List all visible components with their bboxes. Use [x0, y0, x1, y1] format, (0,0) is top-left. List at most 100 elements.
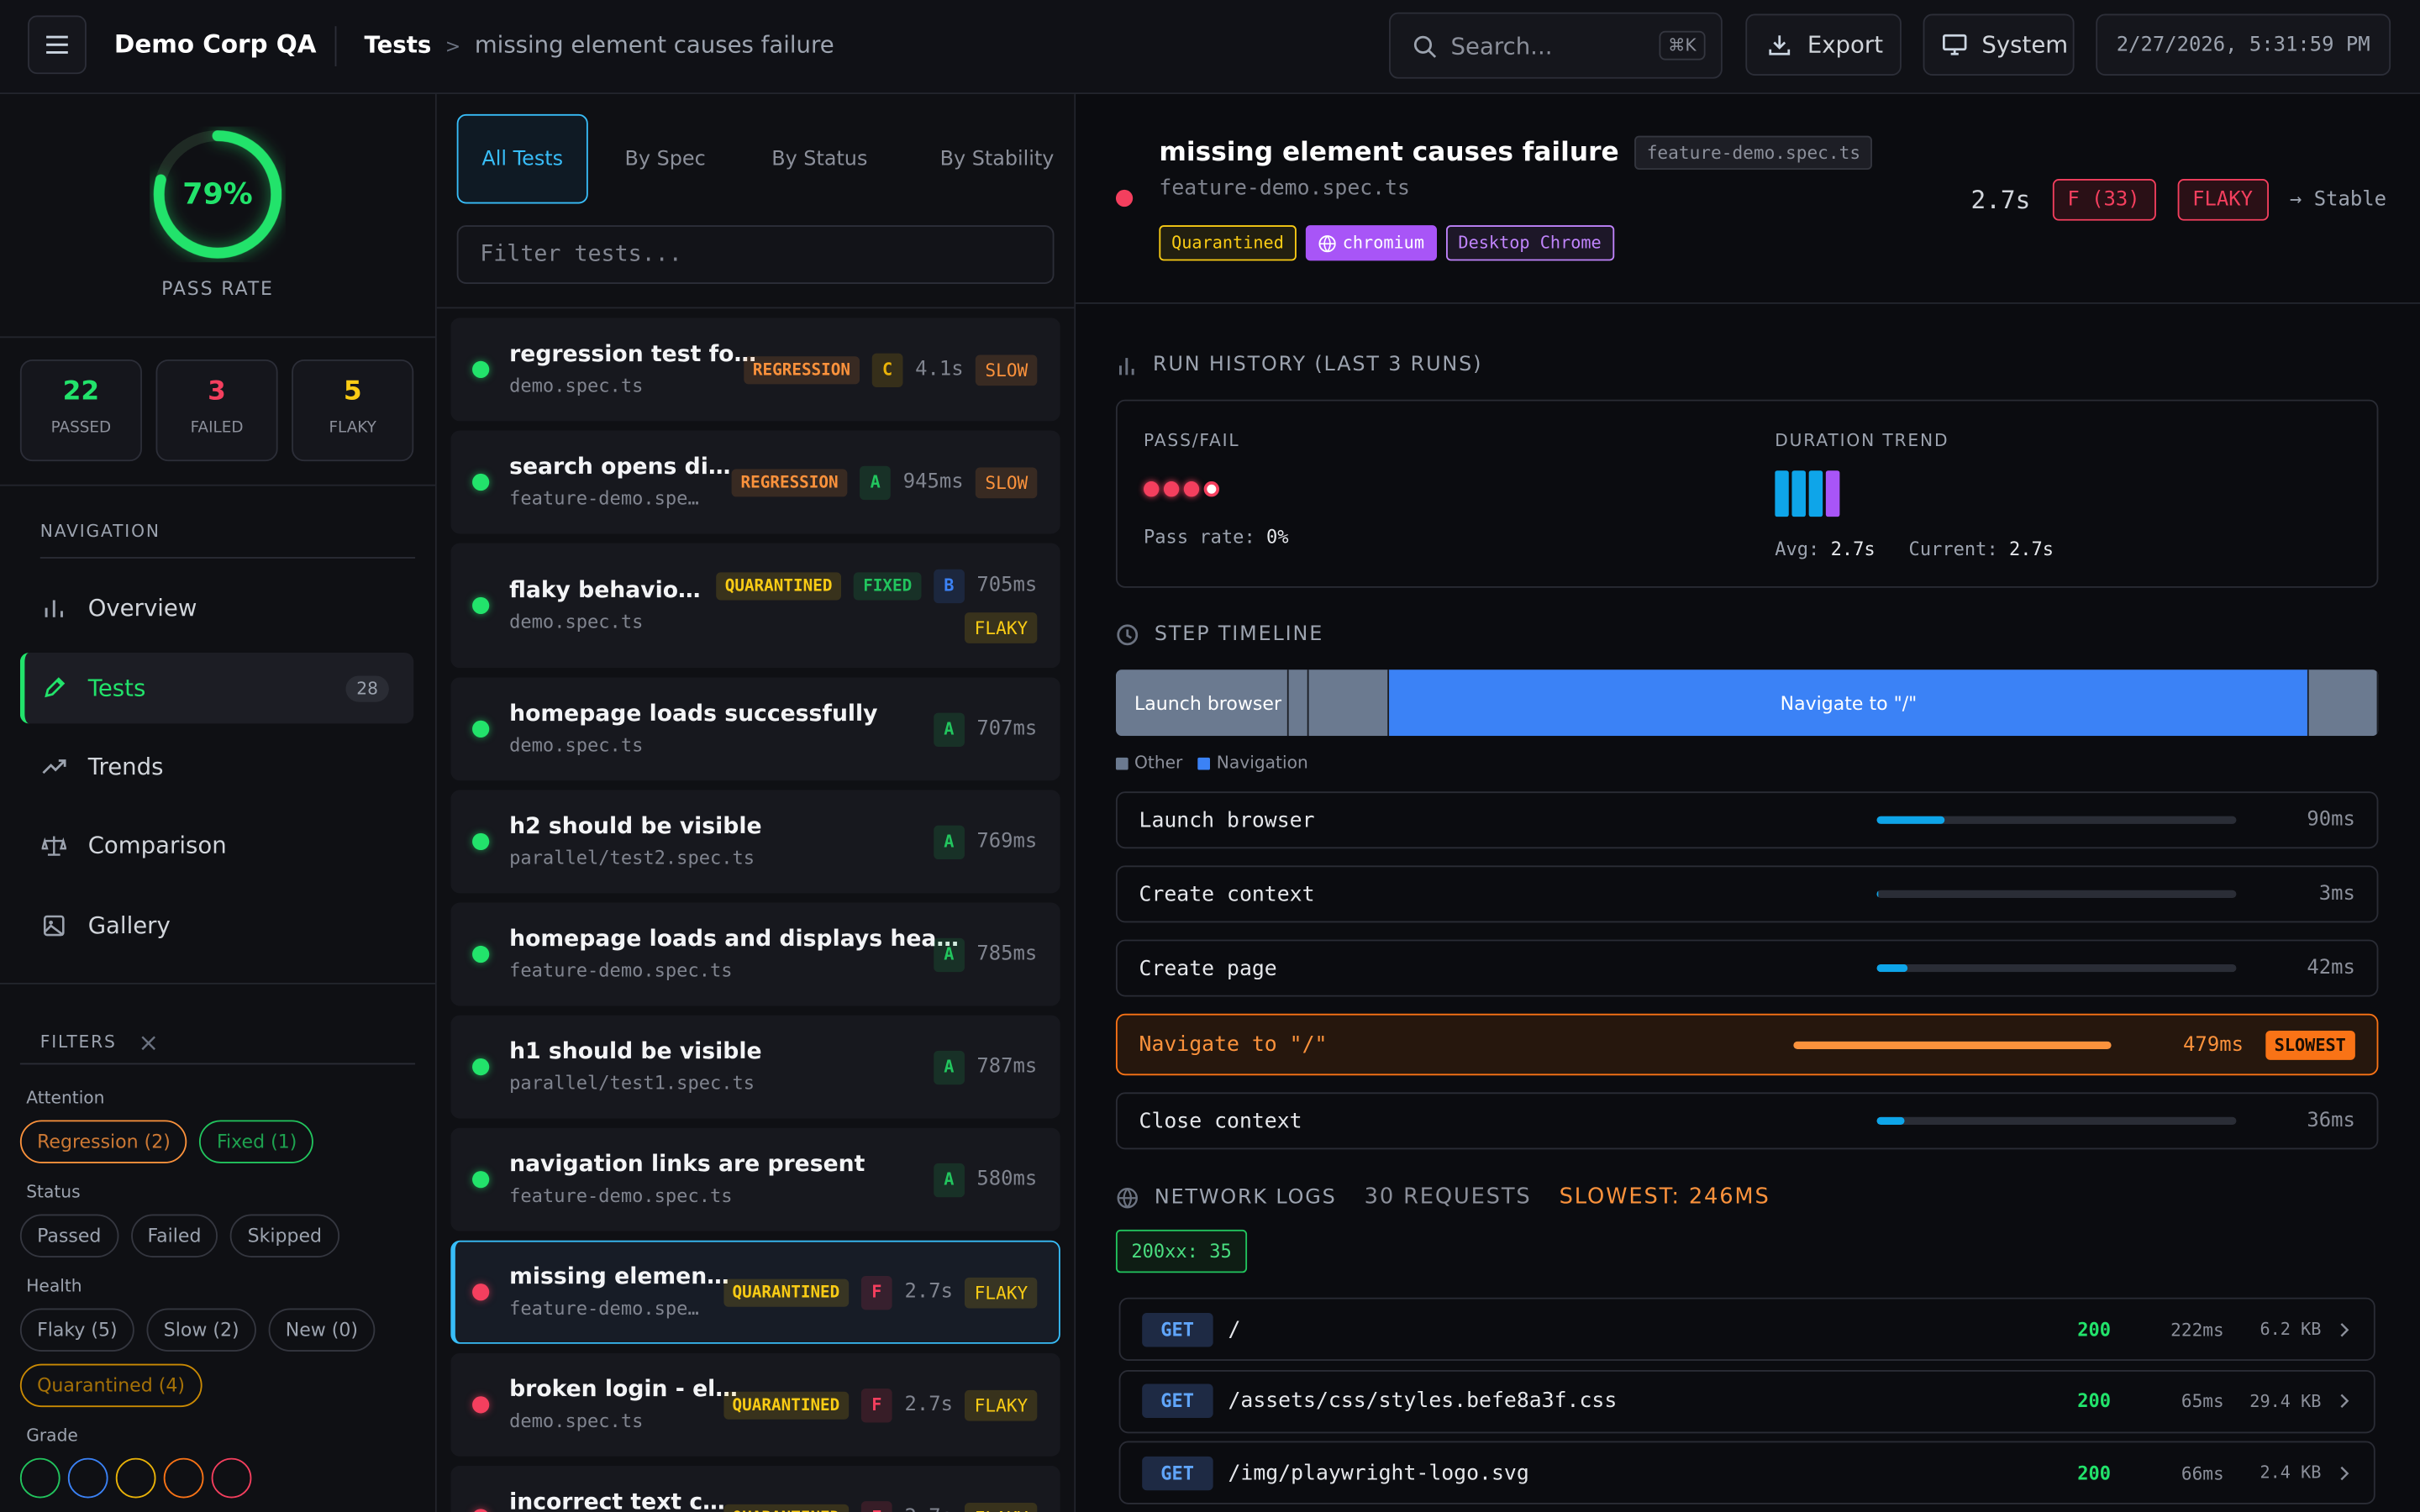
nav-label: Gallery [87, 911, 171, 940]
filter-chip[interactable]: Slow (2) [146, 1308, 256, 1352]
detail-tags: Quarantined chromium Desktop Chrome [1159, 225, 1614, 261]
test-meta: QUARANTINED F 2.7s FLAKY [723, 1275, 1038, 1310]
test-row[interactable]: flaky behavio… demo.spec.ts QUARANTINED FIX… [450, 543, 1060, 669]
header: Demo Corp QA Tests > missing element cau… [0, 0, 2420, 95]
chevron [2340, 1465, 2349, 1480]
test-file: feature-demo.spec.ts [509, 1184, 733, 1207]
test-row[interactable]: homepage loads successfully demo.spec.ts A… [450, 677, 1060, 781]
path: /img/playwright-logo.svg [1228, 1460, 1529, 1485]
shortcut: ⌘K [1659, 30, 1706, 60]
test-name: missing elemen… [509, 1265, 729, 1290]
test-file: demo.spec.ts [509, 734, 644, 757]
test-row[interactable]: h2 should be visible parallel/test2.spec.… [450, 790, 1060, 894]
test-file: demo.spec.ts [509, 611, 644, 633]
ring-arc [153, 130, 282, 259]
test-main: incorrect text c…demo.spec.ts [509, 1490, 725, 1512]
test-row[interactable]: missing elemen… feature-demo.spe… QUARANTI… [450, 1240, 1060, 1344]
run-dot [1203, 481, 1220, 497]
label: Pass rate: [1144, 526, 1255, 549]
crumb-current: missing element causes failure [474, 30, 834, 59]
step-name: Launch browser [1139, 807, 1315, 832]
method: GET [1142, 1383, 1213, 1418]
request-row[interactable]: GET/assets/css/styles.befe8a3f.css 200 65m… [1118, 1369, 2375, 1433]
theme-button[interactable]: System [1923, 13, 2075, 76]
menu-button[interactable] [28, 15, 87, 75]
test-row[interactable]: homepage loads and displays hea… feature-… [450, 902, 1060, 1006]
test-row[interactable]: regression test fo… demo.spec.ts REGRESSIO… [450, 318, 1060, 422]
step-name: Navigate to "/" [1139, 1032, 1328, 1058]
filter-chip[interactable]: Passed [19, 1214, 118, 1257]
label: Current: [1908, 538, 1998, 560]
run-dot [1163, 481, 1180, 497]
duration: 2.7s [1970, 185, 2031, 215]
tab[interactable]: By Spec [624, 147, 706, 171]
test-row[interactable]: navigation links are present feature-demo… [450, 1127, 1060, 1231]
crumb[interactable]: Tests [364, 30, 432, 59]
network-title: NETWORK LOGS [1154, 1185, 1337, 1210]
request-row[interactable]: GET / 200 222ms 6.2 KB [1118, 1297, 2375, 1362]
test-main: h1 should be visible parallel/test1.spec.… [509, 1040, 934, 1094]
clear-filters[interactable]: × [138, 1027, 160, 1058]
timeline-title: STEP TIMELINE [1154, 623, 1324, 647]
theme-label: System [1981, 30, 2069, 59]
test-name: homepage loads and displays hea… [509, 927, 960, 953]
globe-icon [1117, 1187, 1138, 1208]
legend-swatch [1197, 756, 1211, 769]
tab[interactable]: By Stability [939, 147, 1055, 171]
filter-input[interactable]: Filter tests... [456, 225, 1055, 284]
step-bar [1876, 963, 1908, 973]
status-dot [472, 1509, 490, 1512]
filter-chip[interactable]: Regression (2) [19, 1120, 188, 1163]
test-meta: REGRESSION C 4.1s SLOW [743, 352, 1038, 387]
filter-chip[interactable]: Flaky (5) [19, 1308, 134, 1352]
search-icon [1413, 34, 1437, 58]
value: 2.7s [1830, 538, 1876, 560]
filter-chip[interactable]: Skipped [230, 1214, 339, 1257]
grade-chip[interactable] [163, 1457, 204, 1499]
status-dot [472, 1284, 490, 1301]
filters-header: FILTERS × [40, 1027, 160, 1057]
size: 2.4 KB [2260, 1462, 2322, 1483]
stability: → Stable [2290, 188, 2387, 212]
step-row: Launch browser 90ms [1115, 791, 2379, 849]
globe-icon [1318, 234, 1336, 252]
search-box[interactable]: Search... ⌘K [1389, 12, 1723, 79]
tag: REGRESSION [731, 468, 848, 496]
grade-chip[interactable] [19, 1457, 60, 1499]
time: 65ms [2181, 1389, 2224, 1412]
tab[interactable]: By Status [771, 147, 868, 171]
step-bar [1876, 816, 1944, 824]
test-row[interactable]: incorrect text c…demo.spec.tsQUARANTINED… [450, 1465, 1060, 1512]
filter-chip[interactable]: Fixed (1) [199, 1120, 314, 1163]
grade: A [933, 1049, 965, 1084]
filter-chip[interactable]: Failed [130, 1214, 218, 1257]
filter-chip[interactable]: New (0) [268, 1308, 376, 1352]
test-row[interactable]: h1 should be visible parallel/test1.spec.… [450, 1015, 1060, 1119]
test-main: missing elemen… feature-demo.spe… [509, 1265, 729, 1319]
pass-rate-caption: PASS RATE [161, 277, 274, 300]
export-button[interactable]: Export [1745, 13, 1902, 76]
tag-label: Quarantined [1171, 233, 1284, 254]
nav-item[interactable]: Overview [20, 572, 413, 643]
test-meta: QUARANTINED F 2.7s FLAKY [723, 1388, 1038, 1422]
tab[interactable]: All Tests [456, 113, 588, 204]
filter-chip[interactable]: Quarantined (4) [19, 1363, 203, 1408]
nav-item[interactable]: Trends [20, 732, 413, 802]
grade-chip[interactable] [115, 1457, 156, 1499]
grade-chip[interactable] [211, 1457, 252, 1499]
legend-swatch [1115, 756, 1128, 769]
tabs: All Tests By Spec By Status By Stability [456, 113, 1082, 204]
step-duration: 3ms [2318, 882, 2355, 906]
timeline-segment [2308, 669, 2379, 737]
nav-item[interactable]: Comparison [20, 810, 413, 880]
test-row[interactable]: search opens di… feature-demo.spe… REGRESS… [450, 430, 1060, 534]
stat-value: 5 [343, 376, 362, 407]
test-row[interactable]: broken login - el… demo.spec.ts QUARANTINE… [450, 1352, 1060, 1457]
nav-item[interactable]: Tests 28 [19, 652, 414, 724]
status-filter[interactable]: 200xx: 35 [1115, 1229, 1248, 1273]
request-row[interactable]: GET/img/playwright-logo.svg 200 66ms 2.4 KB [1118, 1441, 2375, 1504]
badge: SLOW [976, 466, 1038, 498]
grade-chip[interactable] [67, 1457, 108, 1499]
nav-item[interactable]: Gallery [20, 890, 413, 961]
trend-bar [1808, 470, 1823, 517]
